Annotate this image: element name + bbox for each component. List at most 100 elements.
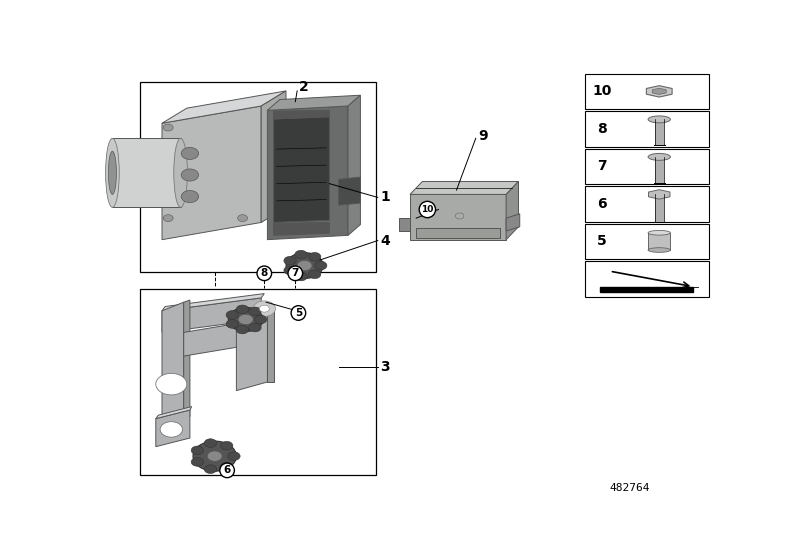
Circle shape: [182, 147, 198, 160]
Polygon shape: [648, 233, 670, 250]
Text: 7: 7: [292, 268, 299, 278]
Polygon shape: [156, 407, 192, 419]
Text: 3: 3: [380, 360, 390, 374]
Circle shape: [286, 253, 323, 278]
Circle shape: [236, 305, 249, 314]
Polygon shape: [156, 410, 190, 447]
Circle shape: [182, 190, 198, 203]
Ellipse shape: [108, 151, 117, 194]
Text: 8: 8: [598, 122, 607, 136]
Polygon shape: [399, 218, 410, 231]
Circle shape: [295, 250, 307, 259]
Circle shape: [156, 374, 187, 395]
Circle shape: [249, 323, 261, 332]
Text: 6: 6: [598, 197, 607, 211]
Text: 8: 8: [261, 268, 268, 278]
Bar: [585, 261, 709, 297]
Ellipse shape: [174, 138, 187, 207]
Bar: [585, 224, 709, 259]
Polygon shape: [274, 117, 330, 222]
Ellipse shape: [648, 116, 670, 123]
Text: 1: 1: [380, 190, 390, 204]
Polygon shape: [162, 298, 262, 333]
Circle shape: [182, 169, 198, 181]
Circle shape: [204, 465, 217, 474]
Polygon shape: [112, 138, 181, 207]
Bar: [140, 82, 376, 272]
Ellipse shape: [648, 248, 670, 253]
Text: 6: 6: [223, 465, 230, 475]
Circle shape: [163, 214, 173, 222]
Ellipse shape: [648, 231, 670, 235]
Circle shape: [228, 452, 240, 460]
Polygon shape: [348, 95, 361, 235]
Bar: [600, 287, 694, 292]
Circle shape: [221, 463, 233, 471]
Circle shape: [193, 441, 237, 471]
Circle shape: [191, 458, 203, 466]
Polygon shape: [184, 300, 190, 419]
Text: 482764: 482764: [610, 483, 650, 493]
Circle shape: [238, 214, 247, 222]
Text: 2: 2: [298, 81, 308, 95]
Circle shape: [249, 307, 261, 316]
Polygon shape: [646, 86, 672, 97]
Polygon shape: [410, 194, 506, 240]
Text: 9: 9: [478, 129, 488, 143]
Polygon shape: [262, 91, 286, 222]
Bar: [585, 74, 709, 109]
Polygon shape: [410, 181, 518, 194]
Circle shape: [297, 260, 312, 270]
Circle shape: [204, 439, 217, 447]
Polygon shape: [162, 302, 184, 427]
Circle shape: [160, 422, 182, 437]
Circle shape: [309, 253, 321, 261]
Polygon shape: [237, 309, 267, 391]
Bar: [585, 111, 709, 147]
Polygon shape: [416, 227, 500, 237]
Circle shape: [207, 451, 222, 461]
Circle shape: [295, 272, 307, 281]
Circle shape: [238, 314, 253, 325]
Circle shape: [226, 311, 238, 319]
Polygon shape: [162, 106, 262, 240]
Bar: [140, 290, 376, 475]
Circle shape: [236, 325, 249, 334]
Circle shape: [455, 213, 464, 219]
Circle shape: [284, 266, 296, 275]
Circle shape: [228, 307, 263, 332]
Polygon shape: [649, 190, 670, 199]
Polygon shape: [267, 309, 274, 382]
Circle shape: [191, 446, 203, 455]
Polygon shape: [274, 110, 330, 119]
Polygon shape: [267, 106, 348, 240]
Text: 5: 5: [598, 235, 607, 249]
Circle shape: [284, 256, 296, 265]
Text: 7: 7: [598, 160, 607, 174]
Bar: [585, 149, 709, 184]
Polygon shape: [506, 181, 518, 240]
Circle shape: [226, 320, 238, 328]
Polygon shape: [162, 293, 264, 311]
Circle shape: [314, 261, 327, 270]
Polygon shape: [274, 222, 330, 235]
Ellipse shape: [106, 138, 119, 207]
Polygon shape: [338, 177, 361, 205]
Polygon shape: [267, 95, 361, 110]
Text: 4: 4: [380, 234, 390, 248]
Bar: [585, 186, 709, 222]
Text: 5: 5: [294, 308, 302, 318]
Circle shape: [254, 315, 266, 324]
Circle shape: [259, 305, 270, 312]
Polygon shape: [506, 214, 520, 231]
Polygon shape: [652, 88, 666, 95]
Polygon shape: [184, 319, 262, 356]
Circle shape: [309, 270, 321, 279]
Text: 10: 10: [593, 85, 612, 99]
Circle shape: [253, 301, 275, 316]
Circle shape: [163, 124, 173, 131]
Text: 10: 10: [421, 205, 434, 214]
Polygon shape: [162, 91, 286, 123]
Circle shape: [221, 441, 233, 450]
Ellipse shape: [648, 153, 670, 160]
